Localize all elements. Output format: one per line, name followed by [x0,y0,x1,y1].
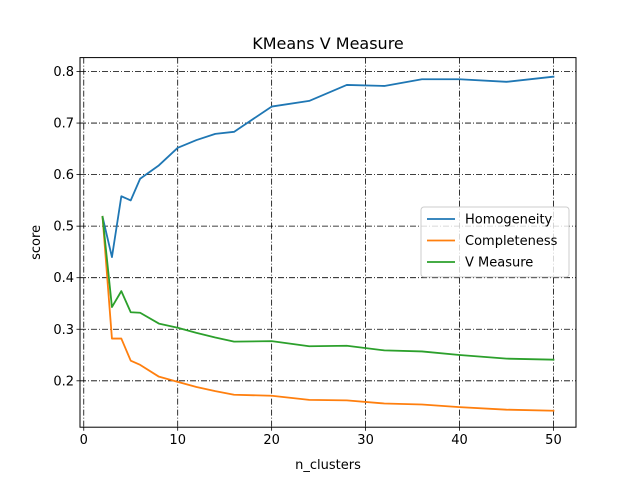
series-line-v-measure [101,215,555,361]
y-tick-label: 0.6 [53,168,74,183]
y-tick-label: 0.4 [53,271,74,286]
x-tick-label: 0 [80,433,88,448]
x-tick-label: 20 [263,433,280,448]
series-lines [101,75,555,412]
series-line-completeness [101,215,555,412]
legend-box [420,206,570,278]
y-tick-label: 0.7 [53,117,74,132]
x-tick-label: 10 [169,433,186,448]
series-line-homogeneity [101,75,555,258]
y-axis-title: score [29,225,44,260]
y-tick-label: 0.8 [53,65,74,80]
axis-ticks: 0 10 20 30 40 50 0.2 0.3 0.4 0.5 0.6 0.7 0.8 [53,65,561,448]
legend-label: V Measure [465,256,533,271]
y-tick-label: 0.2 [53,374,74,389]
grid [80,57,576,428]
x-tick-label: 40 [451,433,468,448]
y-tick-label: 0.3 [53,323,74,338]
chart-title: KMeans V Measure [252,34,404,53]
x-axis-title: n_clusters [295,458,361,473]
plot-frame [79,57,577,428]
y-tick-label: 0.5 [53,220,74,235]
legend-label: Completeness [465,234,558,249]
legend: Homogeneity Completeness V Measure [420,206,570,278]
legend-label: Homogeneity [465,213,553,228]
x-tick-label: 30 [357,433,374,448]
x-tick-label: 50 [545,433,562,448]
